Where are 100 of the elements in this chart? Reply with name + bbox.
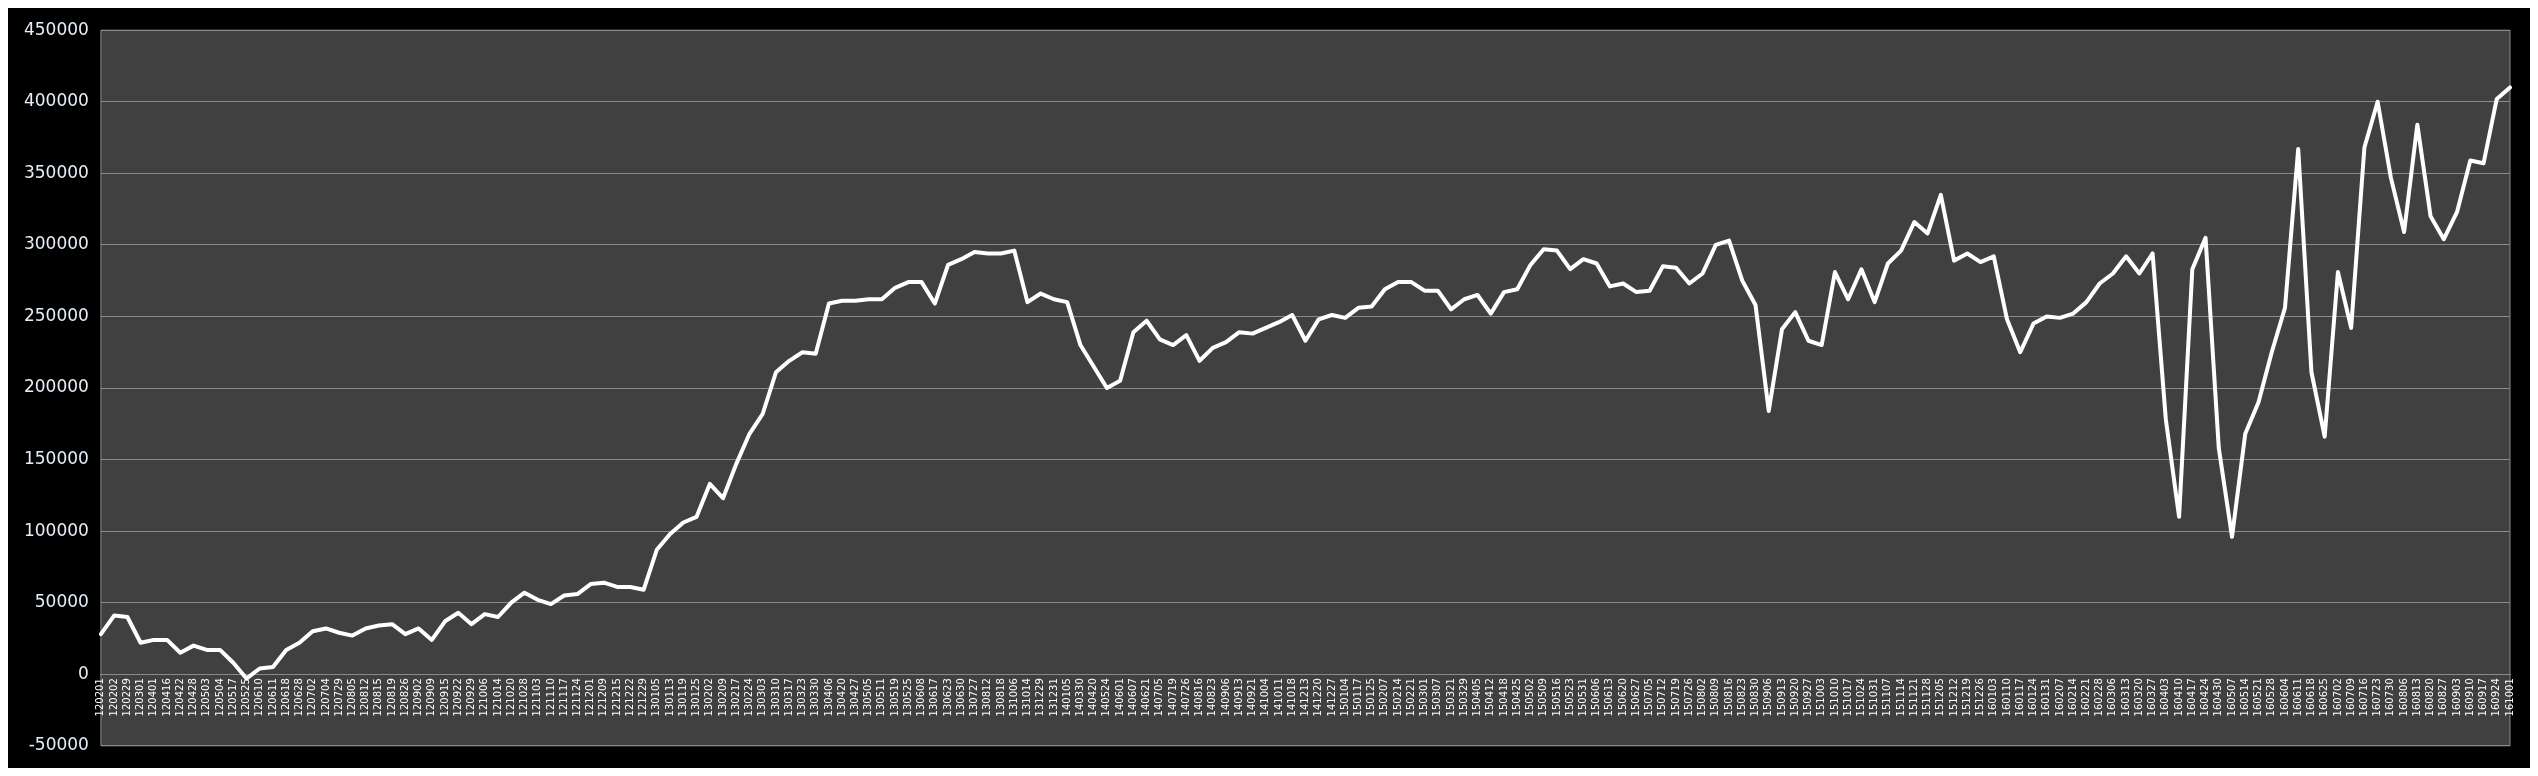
x-tick-label: 121020	[504, 678, 516, 717]
x-tick-label: 150117	[1351, 678, 1363, 717]
x-tick-label: 150509	[1537, 678, 1549, 717]
x-tick-label: 160103	[1987, 678, 1999, 717]
x-tick-label: 120909	[425, 678, 437, 717]
y-tick-label: 450000	[23, 18, 89, 39]
x-tick-label: 120202	[107, 678, 119, 717]
x-tick-label: 120525	[240, 678, 252, 717]
x-tick-label: 160228	[2093, 678, 2105, 717]
x-tick-label: 141011	[1272, 678, 1284, 717]
x-tick-label: 150913	[1775, 678, 1787, 717]
x-tick-label: 150809	[1709, 678, 1721, 717]
x-tick-label: 151219	[1960, 678, 1972, 717]
x-tick-label: 140823	[1206, 678, 1218, 717]
x-tick-label: 120301	[134, 678, 146, 717]
x-tick-label: 140705	[1153, 678, 1165, 717]
x-tick-label: 150405	[1471, 678, 1483, 717]
x-tick-label: 160827	[2437, 678, 2449, 717]
x-tick-label: 150502	[1524, 678, 1536, 717]
x-tick-label: 151024	[1854, 678, 1866, 717]
x-tick-label: 150307	[1431, 678, 1443, 717]
x-tick-label: 120815	[372, 678, 384, 717]
x-tick-label: 130617	[928, 678, 940, 717]
x-tick-label: 140607	[1126, 678, 1138, 717]
x-tick-label: 151121	[1907, 678, 1919, 717]
x-tick-label: 150214	[1391, 678, 1403, 717]
x-tick-label: 121215	[610, 678, 622, 717]
x-tick-label: 130519	[888, 678, 900, 717]
x-tick-label: 121028	[518, 678, 530, 717]
y-tick-label: 50000	[34, 591, 89, 612]
x-tick-label: 151114	[1894, 678, 1906, 717]
x-tick-label: 150523	[1563, 678, 1575, 717]
x-tick-label: 140906	[1219, 678, 1231, 717]
x-tick-label: 141004	[1259, 678, 1271, 717]
x-tick-label: 141220	[1312, 678, 1324, 717]
x-tick-label: 160730	[2384, 678, 2396, 717]
x-tick-label: 120805	[345, 678, 357, 717]
x-tick-label: 130310	[769, 678, 781, 717]
x-tick-label: 120812	[359, 678, 371, 717]
x-tick-label: 160313	[2119, 678, 2131, 717]
x-tick-label: 120422	[173, 678, 185, 717]
x-tick-label: 150705	[1643, 678, 1655, 717]
x-tick-label: 130427	[848, 678, 860, 717]
x-tick-label: 140420	[1087, 678, 1099, 717]
x-tick-label: 130505	[862, 678, 874, 717]
x-tick-label: 160403	[2159, 678, 2171, 717]
x-tick-label: 120929	[465, 678, 477, 717]
x-tick-label: 130525	[901, 678, 913, 717]
x-tick-label: 120611	[266, 678, 278, 717]
x-tick-label: 130420	[835, 678, 847, 717]
x-tick-label: 160910	[2463, 678, 2475, 717]
x-tick-label: 150906	[1762, 678, 1774, 717]
x-tick-label: 130303	[756, 678, 768, 717]
x-tick-label: 150321	[1444, 678, 1456, 717]
x-tick-label: 131006	[1007, 678, 1019, 717]
x-tick-label: 151017	[1841, 678, 1853, 717]
x-tick-label: 160117	[2013, 678, 2025, 717]
x-tick-label: 121201	[584, 678, 596, 717]
x-tick-label: 151107	[1881, 678, 1893, 717]
y-tick-label: 0	[78, 662, 89, 683]
x-tick-label: 151212	[1947, 678, 1959, 717]
y-tick-label: -50000	[28, 734, 89, 755]
x-tick-label: 120517	[226, 678, 238, 717]
x-tick-label: 130608	[915, 678, 927, 717]
x-tick-label: 160417	[2185, 678, 2197, 717]
x-tick-label: 130511	[875, 678, 887, 717]
x-tick-label: 130727	[968, 678, 980, 717]
x-tick-label: 160110	[2000, 678, 2012, 717]
y-tick-label: 150000	[23, 447, 89, 468]
x-tick-label: 130209	[716, 678, 728, 717]
x-tick-label: 120229	[120, 678, 132, 717]
x-tick-label: 121014	[491, 678, 503, 717]
x-tick-label: 120504	[213, 678, 225, 717]
x-tick-label: 130812	[981, 678, 993, 717]
x-tick-label: 120416	[160, 678, 172, 717]
x-tick-label: 161001	[2503, 678, 2515, 717]
x-tick-label: 160514	[2238, 678, 2250, 717]
x-tick-label: 150823	[1735, 678, 1747, 717]
x-tick-label: 140105	[1060, 678, 1072, 717]
x-tick-label: 140816	[1193, 678, 1205, 717]
x-tick-label: 121209	[597, 678, 609, 717]
x-tick-label: 150301	[1418, 678, 1430, 717]
x-tick-label: 160221	[2080, 678, 2092, 717]
x-tick-label: 150418	[1497, 678, 1509, 717]
x-tick-label: 160430	[2212, 678, 2224, 717]
x-tick-label: 160507	[2225, 678, 2237, 717]
x-tick-label: 120902	[412, 678, 424, 717]
x-tick-label: 140621	[1140, 678, 1152, 717]
x-tick-label: 151003	[1815, 678, 1827, 717]
x-tick-label: 160903	[2450, 678, 2462, 717]
x-tick-label: 150719	[1669, 678, 1681, 717]
x-tick-label: 130202	[703, 678, 715, 717]
y-tick-label: 350000	[23, 161, 89, 182]
x-tick-label: 120826	[398, 678, 410, 717]
x-tick-label: 150125	[1365, 678, 1377, 717]
x-tick-label: 120819	[385, 678, 397, 717]
x-tick-label: 140524	[1100, 678, 1112, 717]
x-tick-label: 130323	[796, 678, 808, 717]
x-tick-label: 131231	[1047, 678, 1059, 717]
x-tick-label: 121124	[571, 678, 583, 717]
